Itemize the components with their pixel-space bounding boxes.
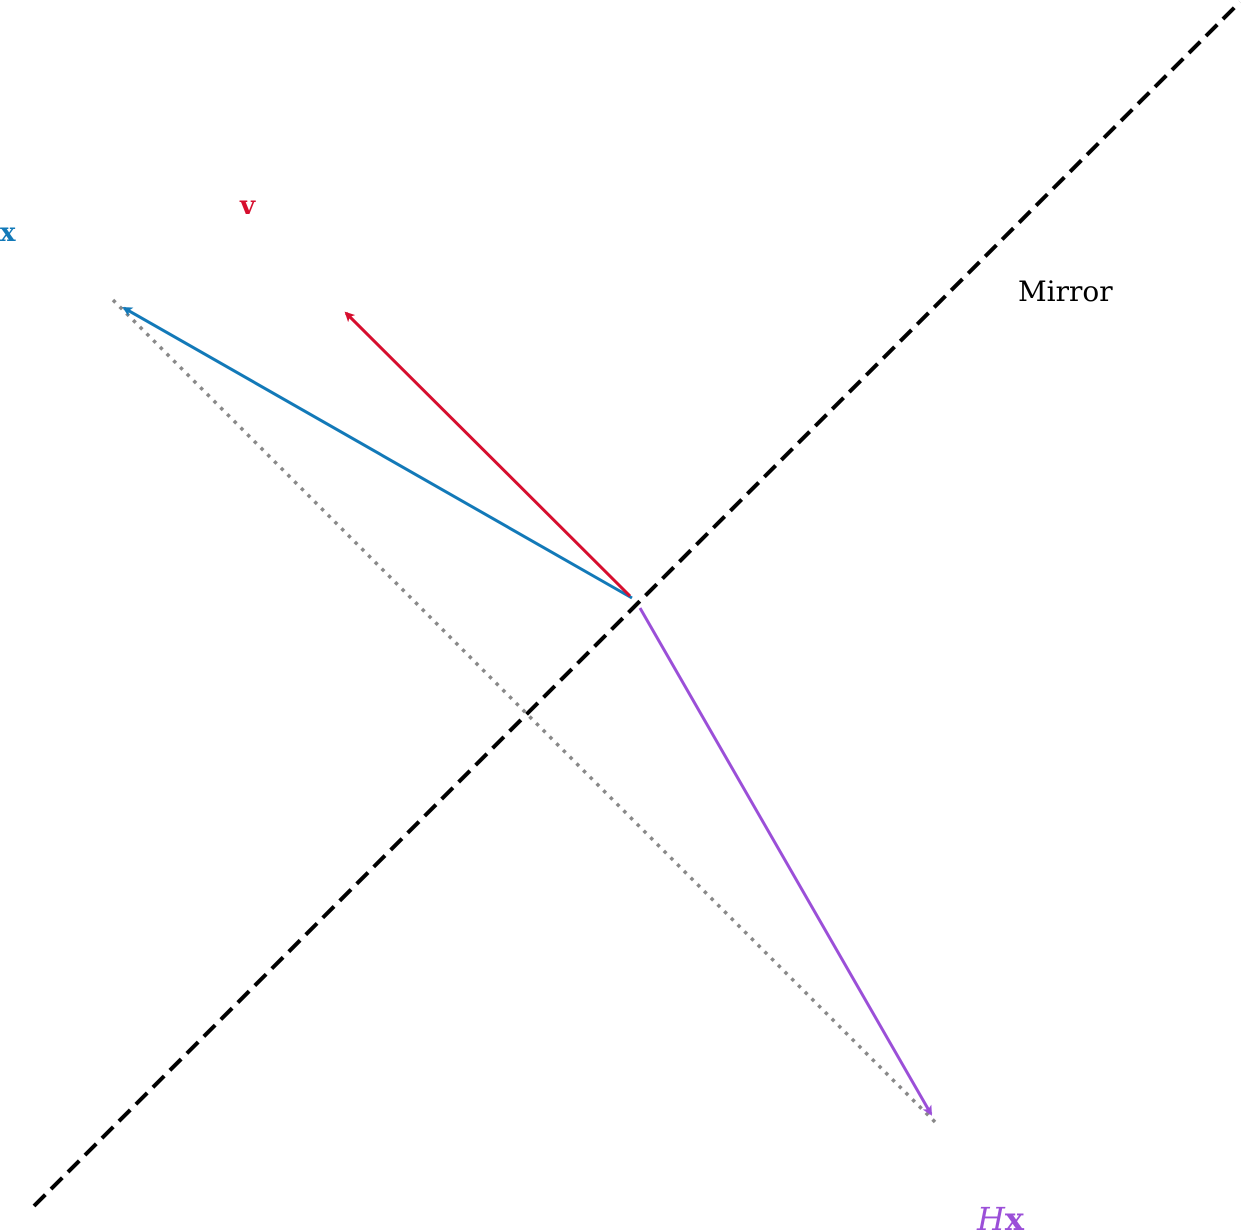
v-vector-arrow	[344, 311, 632, 598]
hx-vector-label: Hx	[976, 1200, 1025, 1232]
x-vector-arrow	[122, 306, 633, 600]
mirror-label: Mirror	[1018, 275, 1113, 308]
projection-line	[111, 298, 940, 1127]
x-vector-label: x	[0, 218, 16, 248]
mirror-line	[32, 0, 1241, 1208]
hx-label-operator: H	[976, 1200, 1006, 1232]
hx-label-vector: x	[1005, 1200, 1025, 1232]
hx-vector-arrow	[638, 607, 933, 1116]
v-vector-label: v	[239, 191, 256, 221]
